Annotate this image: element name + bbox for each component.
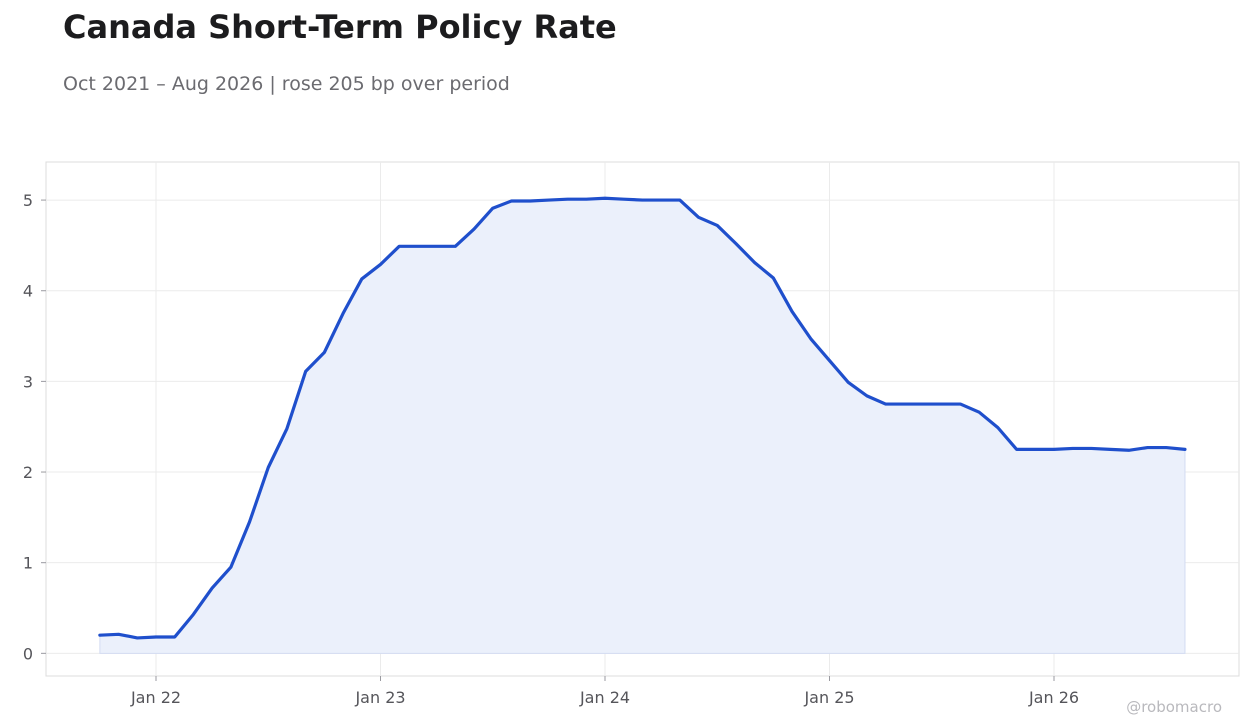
chart-title: Canada Short-Term Policy Rate — [63, 8, 617, 46]
x-tick-label: Jan 24 — [579, 688, 630, 707]
series-line-policy-rate — [98, 196, 1187, 640]
y-tick-label: 4 — [23, 282, 33, 301]
area-fill — [99, 197, 1186, 654]
watermark: @robomacro — [1126, 698, 1222, 716]
y-tick-label: 3 — [23, 372, 33, 391]
y-tick-label: 5 — [23, 191, 33, 210]
x-tick-label: Jan 22 — [130, 688, 181, 707]
x-tick-label: Jan 26 — [1028, 688, 1079, 707]
y-tick-label: 1 — [23, 554, 33, 573]
plot-frame — [45, 161, 1240, 677]
y-tick-label: 0 — [23, 644, 33, 663]
x-tick-label: Jan 23 — [354, 688, 405, 707]
y-tick-label: 2 — [23, 463, 33, 482]
chart-subtitle: Oct 2021 – Aug 2026 | rose 205 bp over p… — [63, 73, 510, 95]
x-tick-label: Jan 25 — [803, 688, 854, 707]
